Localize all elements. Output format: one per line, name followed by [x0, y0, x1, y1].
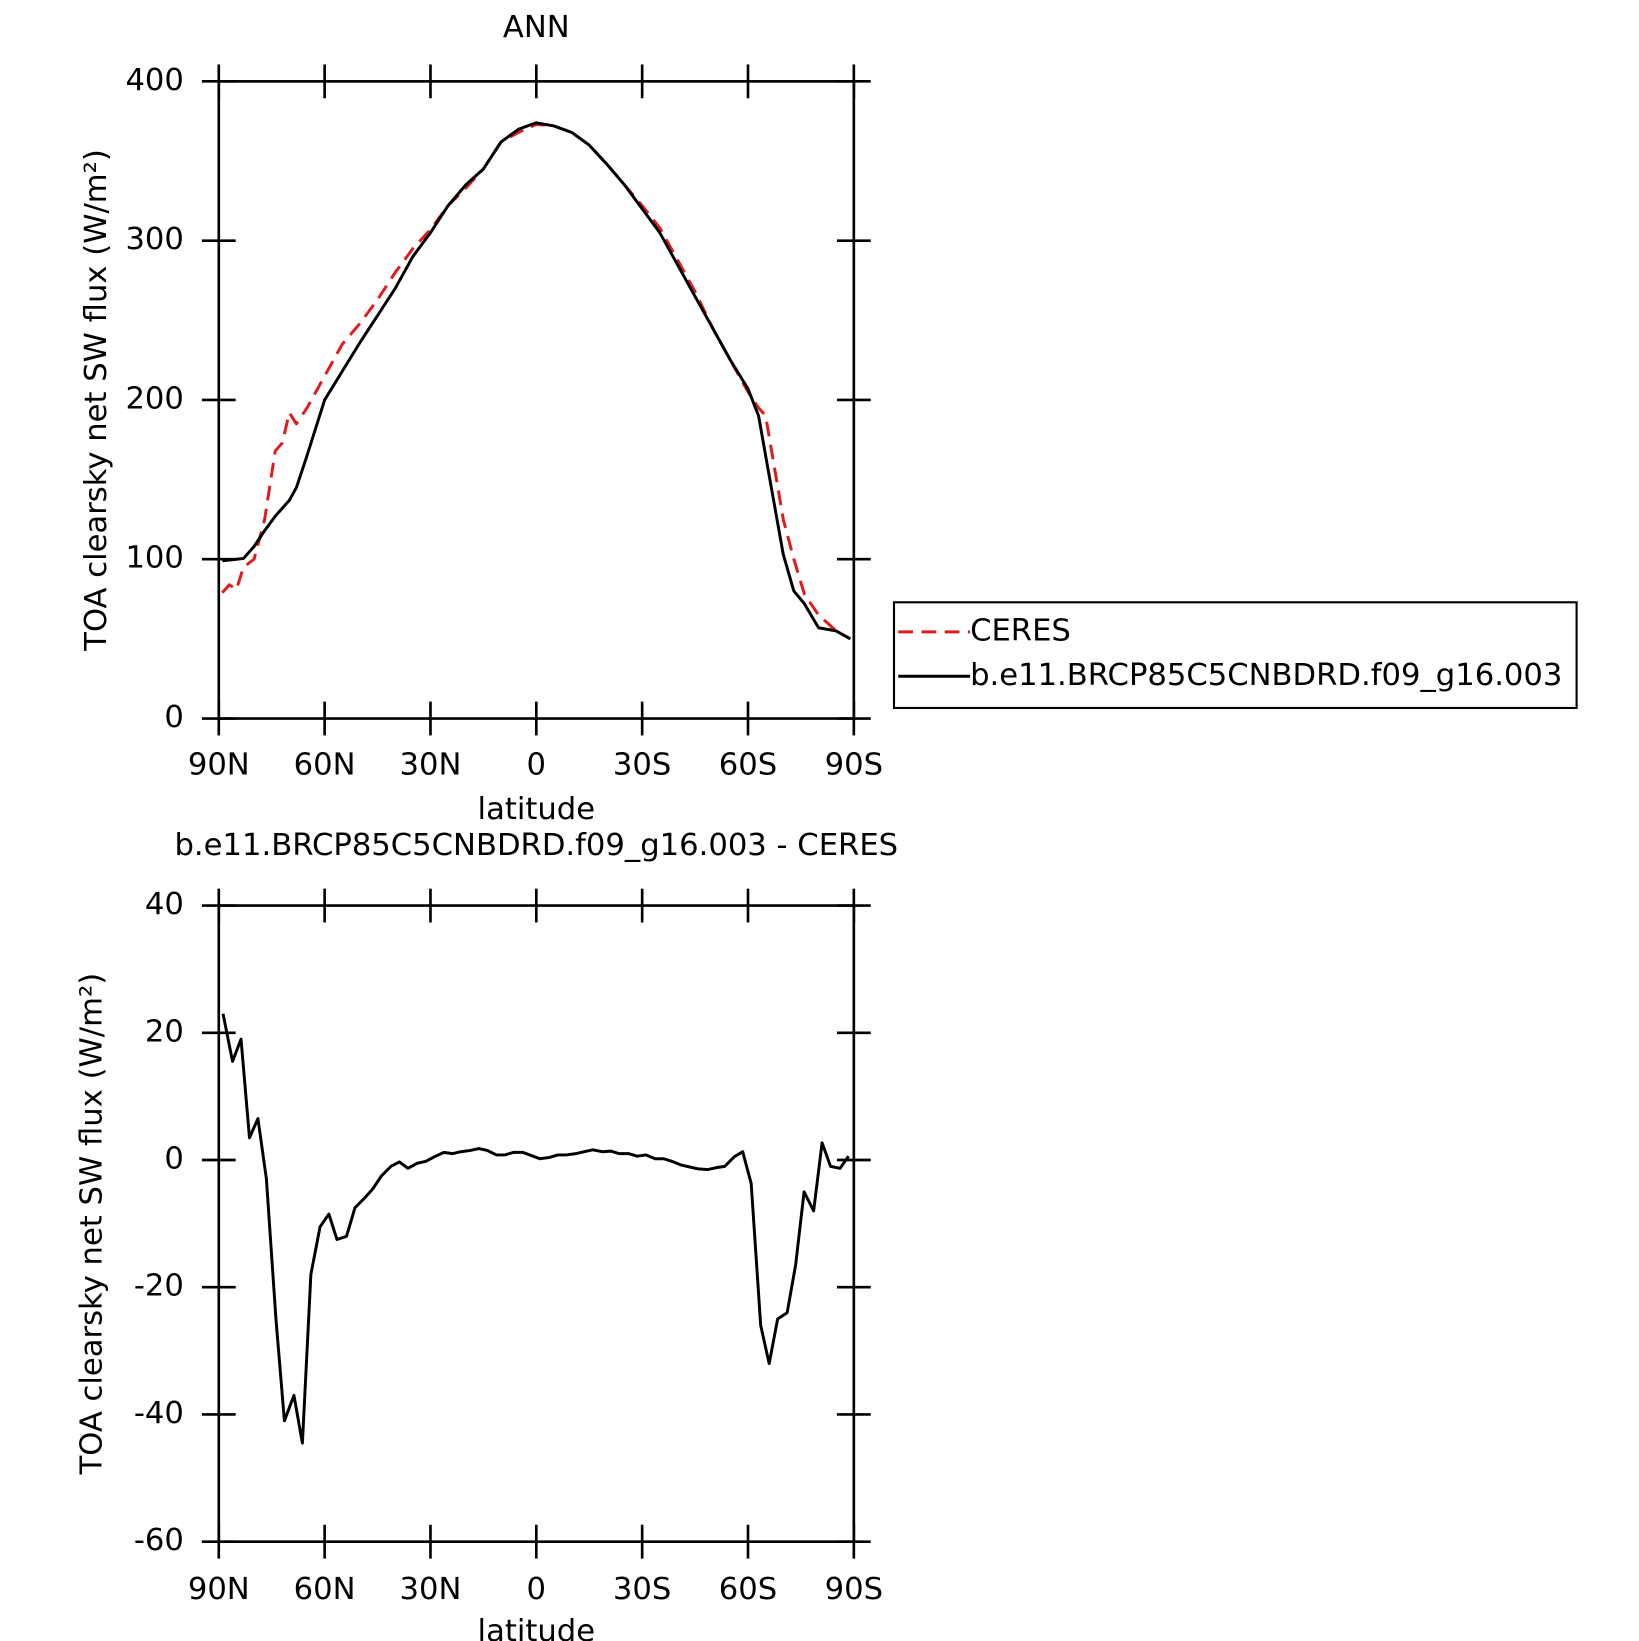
legend-box — [892, 601, 1578, 710]
plot-frame — [217, 80, 856, 720]
x-tick-label: 0 — [527, 748, 547, 783]
y-tick-label: 100 — [125, 541, 183, 576]
x-tick-label: 90S — [825, 748, 883, 783]
y-tick-label: 400 — [125, 63, 183, 98]
x-tick-label: 30N — [400, 748, 462, 783]
y-tick-label: 0 — [164, 700, 184, 735]
x-tick-label: 30S — [613, 748, 671, 783]
legend-label: CERES — [970, 613, 1071, 648]
plot-frame — [217, 904, 856, 1543]
data-line — [222, 121, 852, 641]
data-line — [221, 122, 852, 641]
y-axis-label: TOA clearsky net SW flux (W/m²) — [79, 149, 114, 652]
chart-title: b.e11.BRCP85C5CNBDRD.f09_g16.003 - CERES — [174, 828, 898, 863]
x-tick-label: 60S — [719, 748, 777, 783]
x-tick-label: 60S — [719, 1572, 777, 1607]
data-line — [221, 1013, 850, 1445]
y-tick-label: 20 — [145, 1014, 184, 1049]
x-tick-label: 30S — [613, 1572, 671, 1607]
y-tick-label: 300 — [125, 222, 183, 257]
y-tick-label: -20 — [134, 1269, 184, 1304]
x-axis-label: latitude — [478, 792, 596, 827]
x-tick-label: 60N — [294, 1572, 356, 1607]
legend-label: b.e11.BRCP85C5CNBDRD.f09_g16.003 — [970, 658, 1562, 693]
y-axis-label: TOA clearsky net SW flux (W/m²) — [75, 973, 110, 1476]
x-tick-label: 90N — [188, 748, 250, 783]
x-tick-label: 90S — [825, 1572, 883, 1607]
x-tick-label: 0 — [527, 1572, 547, 1607]
x-axis-label: latitude — [478, 1614, 596, 1641]
y-tick-label: 0 — [164, 1142, 184, 1177]
x-tick-label: 90N — [188, 1572, 250, 1607]
y-tick-label: 40 — [145, 887, 184, 922]
y-tick-label: -60 — [134, 1523, 184, 1558]
chart-title: ANN — [503, 10, 570, 45]
y-tick-label: -40 — [134, 1396, 184, 1431]
x-tick-label: 60N — [294, 748, 356, 783]
x-tick-label: 30N — [400, 1572, 462, 1607]
y-tick-label: 200 — [125, 381, 183, 416]
